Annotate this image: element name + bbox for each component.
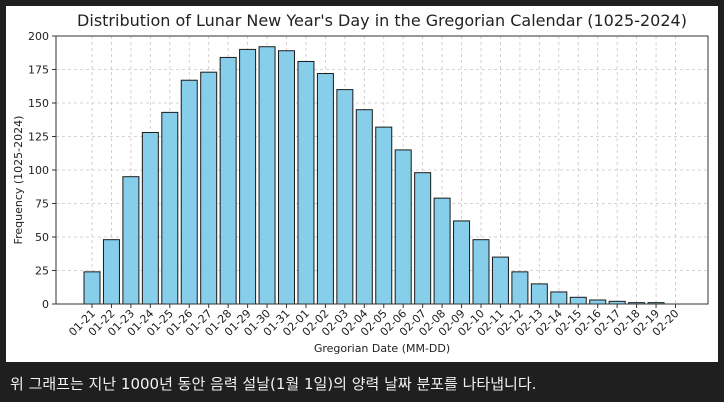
bar-01-30 [258, 46, 276, 305]
bar-02-06 [394, 149, 412, 305]
chart-title: Distribution of Lunar New Year's Day in … [77, 11, 687, 30]
bar-01-23 [122, 176, 140, 305]
y-tick-label: 25 [35, 265, 49, 278]
bar-02-03 [336, 89, 354, 305]
bar-02-10 [472, 239, 490, 305]
bar-01-22 [102, 239, 120, 305]
bar-01-28 [219, 56, 237, 305]
y-tick-label: 175 [28, 64, 49, 77]
y-tick-label: 0 [42, 298, 49, 311]
caption-text: 위 그래프는 지난 1000년 동안 음력 설날(1월 1일)의 양력 날짜 분… [10, 375, 537, 393]
bar-02-09 [453, 220, 471, 305]
bar-02-04 [355, 109, 373, 305]
bar-02-16 [589, 299, 607, 305]
bar-01-31 [278, 50, 295, 305]
y-tick-label: 75 [35, 198, 49, 211]
bar-02-15 [569, 296, 587, 305]
bar-02-05 [375, 126, 393, 305]
bar-02-02 [316, 73, 334, 305]
x-axis-label: Gregorian Date (MM-DD) [314, 342, 450, 355]
bar-02-07 [414, 172, 432, 305]
bar-02-01 [297, 60, 315, 305]
bar-01-26 [180, 79, 198, 305]
bar-02-11 [491, 256, 509, 305]
bar-02-14 [550, 291, 568, 305]
y-tick-label: 150 [28, 97, 49, 110]
y-tick-label: 100 [28, 164, 49, 177]
chart-panel: Distribution of Lunar New Year's Day in … [6, 6, 718, 362]
y-axis-label: Frequency (1025-2024) [12, 116, 25, 245]
bar-01-24 [141, 131, 159, 305]
bar-02-12 [511, 271, 529, 305]
bar-01-29 [239, 48, 257, 305]
bar-02-13 [530, 283, 548, 305]
bar-01-25 [161, 111, 179, 305]
bar-01-21 [83, 271, 101, 305]
y-tick-label: 50 [35, 231, 49, 244]
bar-layer [83, 46, 665, 305]
bar-chart: Distribution of Lunar New Year's Day in … [12, 11, 709, 355]
y-tick-label: 125 [28, 131, 49, 144]
y-tick-label: 200 [28, 30, 49, 43]
bar-02-08 [433, 197, 451, 305]
bar-01-27 [200, 71, 218, 305]
